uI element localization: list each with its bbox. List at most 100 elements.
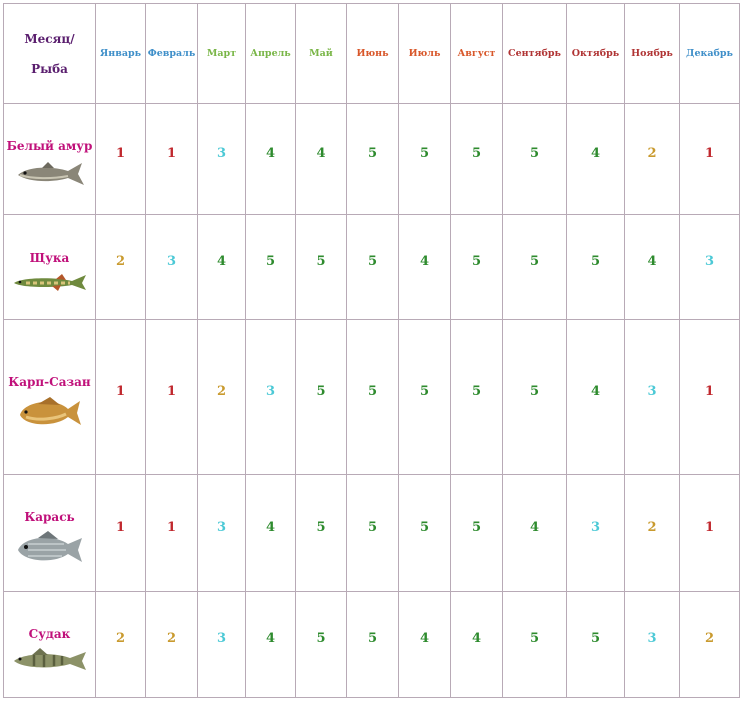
corner-header: Месяц/ Рыба: [3, 3, 96, 104]
score-cell: 1: [95, 103, 146, 215]
score-value: 5: [367, 253, 378, 269]
score-value: 2: [216, 383, 227, 399]
score-value: 5: [529, 253, 540, 269]
score-value: 3: [647, 383, 657, 399]
score-value: 2: [115, 253, 126, 269]
fish-row: Карп-Сазан 1 1 2 3 5 5 5 5 5 4 3 1: [3, 319, 740, 475]
score-cell: 5: [502, 214, 567, 320]
fish-cell: Белый амур: [3, 103, 96, 215]
fish-cell: Щука: [3, 214, 96, 320]
score-cell: 5: [566, 591, 625, 698]
fish-name: Белый амур: [6, 139, 93, 153]
score-cell: 5: [245, 214, 296, 320]
score-value: 5: [367, 383, 378, 399]
score-cell: 5: [450, 319, 503, 475]
fish-name: Карась: [24, 510, 75, 524]
fish-row: Щука 2 3 4 5 5 5 4 5 5 5 4 3: [3, 214, 740, 320]
zander-icon: [4, 647, 95, 673]
score-cell: 2: [197, 319, 246, 475]
score-value: 5: [419, 383, 430, 399]
corner-fish-label: Рыба: [31, 61, 68, 76]
fish-row: Судак 2 2 3 4 5 5 4 4 5 5 3 2: [3, 591, 740, 698]
score-cell: 3: [197, 474, 246, 592]
score-cell: 2: [95, 214, 146, 320]
score-cell: 1: [679, 474, 740, 592]
month-header: Январь: [95, 3, 146, 104]
score-cell: 1: [679, 319, 740, 475]
fish-cell: Карась: [3, 474, 96, 592]
score-cell: 4: [502, 474, 567, 592]
score-value: 1: [166, 519, 177, 535]
month-header: Декабрь: [679, 3, 740, 104]
score-value: 4: [590, 145, 601, 161]
score-cell: 2: [145, 591, 198, 698]
score-value: 5: [316, 383, 326, 399]
score-cell: 5: [346, 319, 399, 475]
score-cell: 5: [346, 103, 399, 215]
score-value: 5: [419, 519, 430, 535]
score-cell: 4: [624, 214, 680, 320]
score-cell: 5: [295, 591, 347, 698]
month-header: Март: [197, 3, 246, 104]
fish-row: Карась 1 1 3 4 5 5 5 5 4 3 2 1: [3, 474, 740, 592]
month-header: Июль: [398, 3, 451, 104]
score-value: 3: [265, 383, 276, 399]
score-value: 3: [216, 145, 227, 161]
score-cell: 1: [679, 103, 740, 215]
fish-cell: Судак: [3, 591, 96, 698]
score-value: 5: [265, 253, 276, 269]
score-value: 5: [590, 253, 601, 269]
score-value: 4: [590, 383, 601, 399]
score-value: 1: [115, 383, 126, 399]
score-cell: 3: [624, 319, 680, 475]
score-value: 1: [704, 383, 715, 399]
score-cell: 1: [145, 103, 198, 215]
score-cell: 3: [245, 319, 296, 475]
score-value: 5: [316, 631, 326, 646]
score-value: 4: [647, 253, 657, 269]
score-cell: 4: [245, 474, 296, 592]
score-cell: 5: [502, 319, 567, 475]
score-value: 5: [529, 631, 540, 646]
score-value: 5: [367, 145, 378, 161]
score-value: 1: [704, 519, 715, 535]
score-cell: 4: [197, 214, 246, 320]
fish-name: Судак: [28, 626, 71, 641]
score-cell: 5: [502, 103, 567, 215]
corner-month-label: Месяц/: [24, 31, 75, 46]
pike-icon: [4, 271, 95, 293]
score-value: 5: [316, 519, 326, 535]
score-value: 5: [471, 253, 482, 269]
score-cell: 1: [95, 474, 146, 592]
score-value: 4: [265, 519, 276, 535]
score-cell: 1: [145, 474, 198, 592]
score-value: 2: [704, 631, 715, 646]
score-value: 4: [265, 631, 276, 646]
score-value: 1: [166, 383, 177, 399]
score-cell: 5: [450, 103, 503, 215]
score-value: 3: [166, 253, 177, 269]
score-cell: 5: [346, 591, 399, 698]
score-cell: 3: [566, 474, 625, 592]
score-cell: 5: [398, 474, 451, 592]
score-cell: 5: [295, 319, 347, 475]
score-cell: 5: [295, 474, 347, 592]
score-cell: 3: [624, 591, 680, 698]
score-cell: 1: [95, 319, 146, 475]
score-value: 4: [265, 145, 276, 161]
score-cell: 2: [624, 103, 680, 215]
score-cell: 5: [398, 319, 451, 475]
score-value: 5: [316, 253, 326, 269]
header-row: Месяц/ Рыба Январь Февраль Март Апрель М…: [3, 3, 740, 104]
score-value: 5: [367, 631, 378, 646]
score-value: 4: [419, 253, 430, 269]
month-header: Июнь: [346, 3, 399, 104]
score-value: 2: [166, 631, 177, 646]
score-value: 3: [647, 631, 657, 646]
score-cell: 3: [679, 214, 740, 320]
score-cell: 4: [566, 103, 625, 215]
score-cell: 1: [145, 319, 198, 475]
month-header: Сентябрь: [502, 3, 567, 104]
score-cell: 4: [450, 591, 503, 698]
score-cell: 2: [95, 591, 146, 698]
